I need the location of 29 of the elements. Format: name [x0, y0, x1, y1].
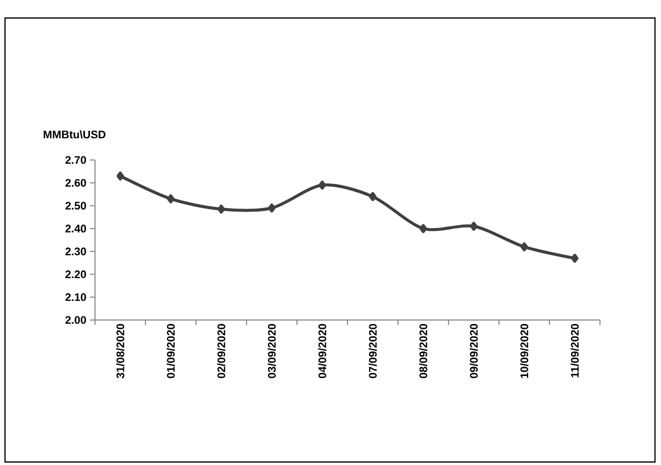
- point: [470, 222, 478, 231]
- y-tick-label: 2.10: [65, 293, 86, 302]
- point: [167, 194, 175, 204]
- y-tick-label: 2.60: [65, 178, 86, 187]
- point: [268, 203, 276, 212]
- y-axis-title: MMBtu\USD: [44, 130, 106, 138]
- x-tick-label: 31/08/2020: [116, 324, 124, 378]
- y-tick-label: 2.30: [65, 248, 86, 256]
- point: [318, 180, 326, 190]
- point: [369, 192, 377, 202]
- y-tick-label: 2.50: [65, 202, 86, 210]
- point: [218, 204, 226, 214]
- x-tick-label: 08/09/2020: [419, 324, 428, 378]
- point: [520, 242, 528, 252]
- y-tick-label: 2.40: [65, 224, 86, 232]
- point: [571, 254, 579, 263]
- x-tick-label: 03/09/2020: [268, 324, 276, 378]
- x-tick-label: 04/09/2020: [318, 324, 326, 378]
- y-tick-label: 2.20: [65, 270, 86, 278]
- point: [116, 171, 124, 180]
- x-tick-label: 02/09/2020: [217, 324, 226, 378]
- x-tick-label: 01/09/2020: [166, 324, 175, 378]
- x-tick-label: 10/09/2020: [520, 324, 528, 378]
- point: [420, 224, 428, 234]
- x-tick-label: 07/09/2020: [368, 324, 377, 378]
- x-tick-label: 11/09/2020: [570, 324, 579, 378]
- y-tick-label: 2.70: [65, 156, 86, 164]
- y-tick-label: 2.00: [65, 316, 86, 324]
- x-tick-label: 09/09/2020: [470, 324, 478, 378]
